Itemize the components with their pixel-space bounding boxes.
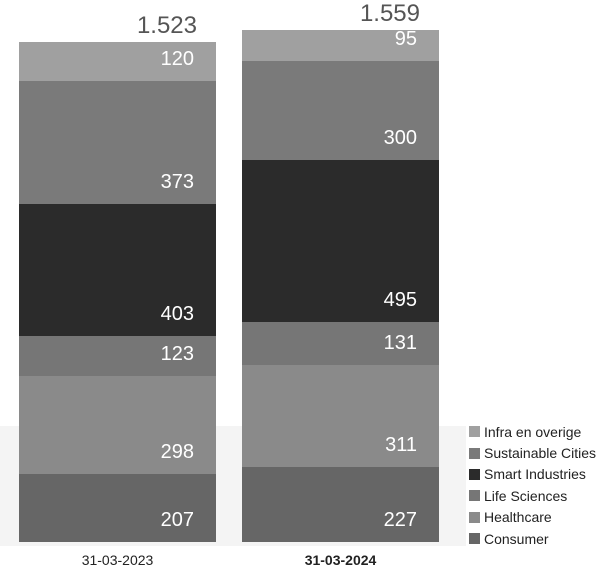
bar-segment-consumer — [242, 467, 439, 542]
legend-swatch — [469, 447, 480, 459]
legend-item: Smart Industries — [469, 464, 596, 485]
bar-segment-infra-en-overige — [19, 41, 216, 82]
legend-item: Life Sciences — [469, 485, 596, 506]
data-label: 207 — [160, 509, 194, 531]
legend-label: Consumer — [484, 530, 549, 547]
bar-segment-infra-en-overige — [242, 30, 439, 62]
legend-swatch — [469, 511, 480, 523]
legend-label: Smart Industries — [484, 466, 586, 483]
bar-segment-sustainable-cities — [242, 61, 439, 160]
data-label: 131 — [383, 332, 417, 355]
bar-segment-consumer — [19, 474, 216, 542]
data-label: 311 — [385, 434, 417, 457]
bar-segment-life-sciences — [19, 335, 216, 377]
bar-segment-sustainable-cities — [19, 81, 216, 204]
chart-legend: Infra en overige Sustainable Cities Smart … — [469, 421, 596, 549]
legend-label: Sustainable Cities — [484, 445, 597, 462]
legend-swatch — [469, 533, 480, 545]
category-label: 31-03-2024 — [304, 552, 377, 568]
bar-segment-healthcare — [242, 365, 439, 468]
data-label: 298 — [160, 441, 194, 464]
bar-segment-life-sciences — [242, 322, 439, 366]
legend-swatch — [469, 490, 480, 502]
data-label: 300 — [383, 126, 417, 149]
data-label: 123 — [160, 343, 194, 366]
total-label: 1.559 — [359, 0, 420, 28]
legend-item: Consumer — [469, 528, 596, 549]
data-label: 95 — [394, 28, 417, 51]
bar-segment-smart-industries — [19, 203, 216, 336]
data-label: 373 — [160, 170, 194, 193]
legend-item: Healthcare — [469, 507, 596, 528]
legend-swatch — [469, 468, 480, 480]
legend-label: Life Sciences — [484, 487, 568, 504]
bar-segment-healthcare — [19, 376, 216, 475]
data-label: 120 — [160, 48, 194, 71]
category-label: 31-03-2023 — [81, 552, 154, 568]
total-label: 1.523 — [136, 11, 197, 39]
data-label: 227 — [383, 509, 417, 531]
legend-item: Sustainable Cities — [469, 442, 596, 463]
data-label: 403 — [160, 302, 194, 325]
legend-label: Healthcare — [484, 509, 552, 526]
legend-label: Infra en overige — [484, 423, 582, 440]
data-label: 495 — [383, 289, 417, 312]
legend-item: Infra en overige — [469, 421, 596, 442]
bar-segment-smart-industries — [242, 159, 439, 323]
legend-swatch — [469, 426, 480, 438]
